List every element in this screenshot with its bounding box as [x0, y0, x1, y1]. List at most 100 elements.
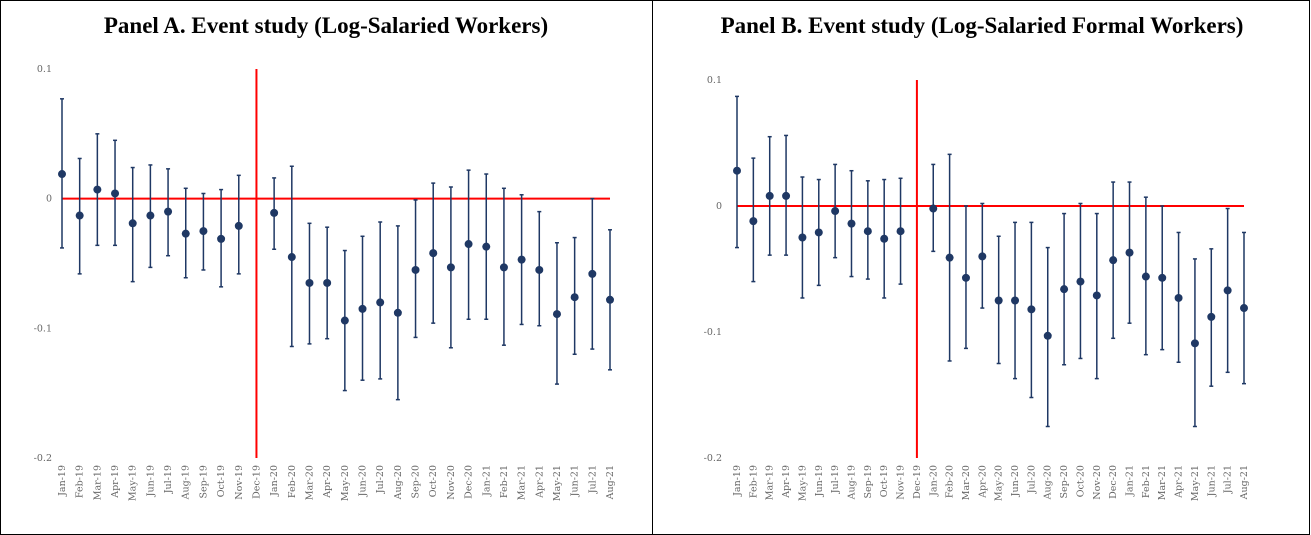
point — [1240, 304, 1248, 313]
point — [1223, 286, 1232, 295]
point — [552, 310, 561, 319]
point — [323, 278, 332, 287]
point — [429, 249, 438, 258]
point — [499, 263, 508, 272]
x-tick-label: Dec-19 — [251, 465, 262, 499]
x-tick-label: Aug-20 — [393, 465, 404, 500]
x-tick-label: Apr-21 — [1174, 465, 1185, 499]
x-tick-label: May-20 — [340, 465, 351, 501]
point — [978, 252, 987, 261]
x-tick-label: Mar-19 — [92, 465, 103, 500]
point — [1141, 272, 1150, 281]
y-tick-label: -0.2 — [34, 453, 52, 464]
point — [570, 293, 579, 302]
point — [111, 189, 120, 198]
x-tick-label: Mar-21 — [1157, 465, 1168, 500]
x-tick-label: Oct-20 — [428, 465, 439, 497]
point — [1092, 291, 1101, 300]
y-tick-label: -0.1 — [34, 323, 52, 334]
x-tick-label: Mar-20 — [961, 465, 972, 500]
x-tick-label: Feb-20 — [945, 465, 956, 498]
x-tick-label: Aug-19 — [181, 465, 192, 500]
x-tick-label: Apr-20 — [977, 465, 988, 499]
point — [1076, 277, 1085, 286]
x-tick-label: Aug-21 — [605, 465, 616, 500]
point — [464, 240, 473, 249]
chart-title: Panel A. Event study (Log-Salaried Worke… — [104, 13, 548, 38]
point — [831, 207, 840, 216]
y-tick-label: 0 — [46, 194, 52, 205]
x-tick-label: Oct-20 — [1075, 465, 1086, 497]
point — [128, 219, 137, 228]
x-tick-label: Feb-20 — [287, 465, 298, 498]
x-tick-label: Dec-20 — [1108, 465, 1119, 499]
x-tick-label: Jan-21 — [481, 465, 492, 497]
x-tick-label: Sep-20 — [411, 465, 422, 499]
x-tick-label: Jan-21 — [1125, 465, 1136, 497]
point — [606, 295, 614, 304]
point — [340, 316, 349, 325]
x-tick-label: Oct-19 — [879, 465, 890, 497]
point — [961, 273, 970, 282]
y-tick-label: -0.1 — [704, 327, 722, 338]
x-tick-label: Nov-19 — [234, 465, 245, 500]
point — [1109, 256, 1118, 265]
point — [814, 228, 823, 237]
x-tick-label: Jul-20 — [375, 465, 386, 494]
point — [863, 227, 872, 236]
x-tick-label: Nov-19 — [896, 465, 907, 500]
x-tick-label: May-21 — [1190, 465, 1201, 501]
x-tick-label: Jun-19 — [814, 465, 825, 497]
x-tick-label: Jun-20 — [358, 465, 369, 497]
x-tick-label: Jul-21 — [587, 465, 598, 494]
point — [1190, 339, 1199, 348]
point — [588, 269, 597, 278]
x-tick-label: Jan-19 — [57, 465, 68, 497]
point — [1125, 248, 1134, 257]
x-tick-label: Sep-19 — [863, 465, 874, 499]
x-tick-label: Feb-21 — [499, 465, 510, 498]
point — [994, 296, 1003, 305]
x-tick-label: Jan-20 — [928, 465, 939, 497]
x-tick-label: Jul-19 — [163, 465, 174, 494]
point — [1011, 296, 1020, 305]
point — [517, 255, 526, 264]
x-tick-label: Jul-20 — [1026, 465, 1037, 494]
point — [1174, 293, 1183, 302]
point — [393, 308, 402, 317]
x-tick-label: May-19 — [797, 465, 808, 501]
y-tick-label: -0.2 — [704, 453, 722, 464]
x-tick-label: May-20 — [994, 465, 1005, 501]
point — [1027, 305, 1036, 314]
point — [798, 233, 807, 242]
point — [1043, 331, 1052, 340]
point — [75, 211, 84, 220]
point — [1060, 285, 1069, 294]
point — [482, 242, 491, 251]
x-tick-label: Sep-20 — [1059, 465, 1070, 499]
x-tick-label: Aug-20 — [1043, 465, 1054, 500]
point — [782, 191, 791, 200]
x-tick-label: May-19 — [128, 465, 139, 501]
point — [1207, 312, 1216, 321]
point — [411, 265, 420, 274]
x-tick-label: Jan-20 — [269, 465, 280, 497]
point — [58, 170, 66, 179]
x-tick-label: Nov-20 — [1092, 465, 1103, 500]
x-tick-label: Apr-21 — [534, 465, 545, 499]
point — [929, 204, 938, 213]
point — [287, 253, 296, 262]
chart-title: Panel B. Event study (Log-Salaried Forma… — [721, 13, 1244, 38]
x-tick-label: Jun-21 — [1206, 465, 1217, 497]
point — [376, 298, 385, 307]
point — [234, 221, 243, 230]
point — [765, 191, 774, 200]
x-tick-label: Jul-21 — [1223, 465, 1234, 494]
point — [305, 278, 314, 287]
point — [164, 207, 173, 216]
x-tick-label: Mar-21 — [517, 465, 528, 500]
x-tick-label: Apr-19 — [110, 465, 121, 499]
y-tick-label: 0.1 — [37, 64, 52, 75]
point — [199, 227, 208, 236]
point — [945, 253, 954, 262]
